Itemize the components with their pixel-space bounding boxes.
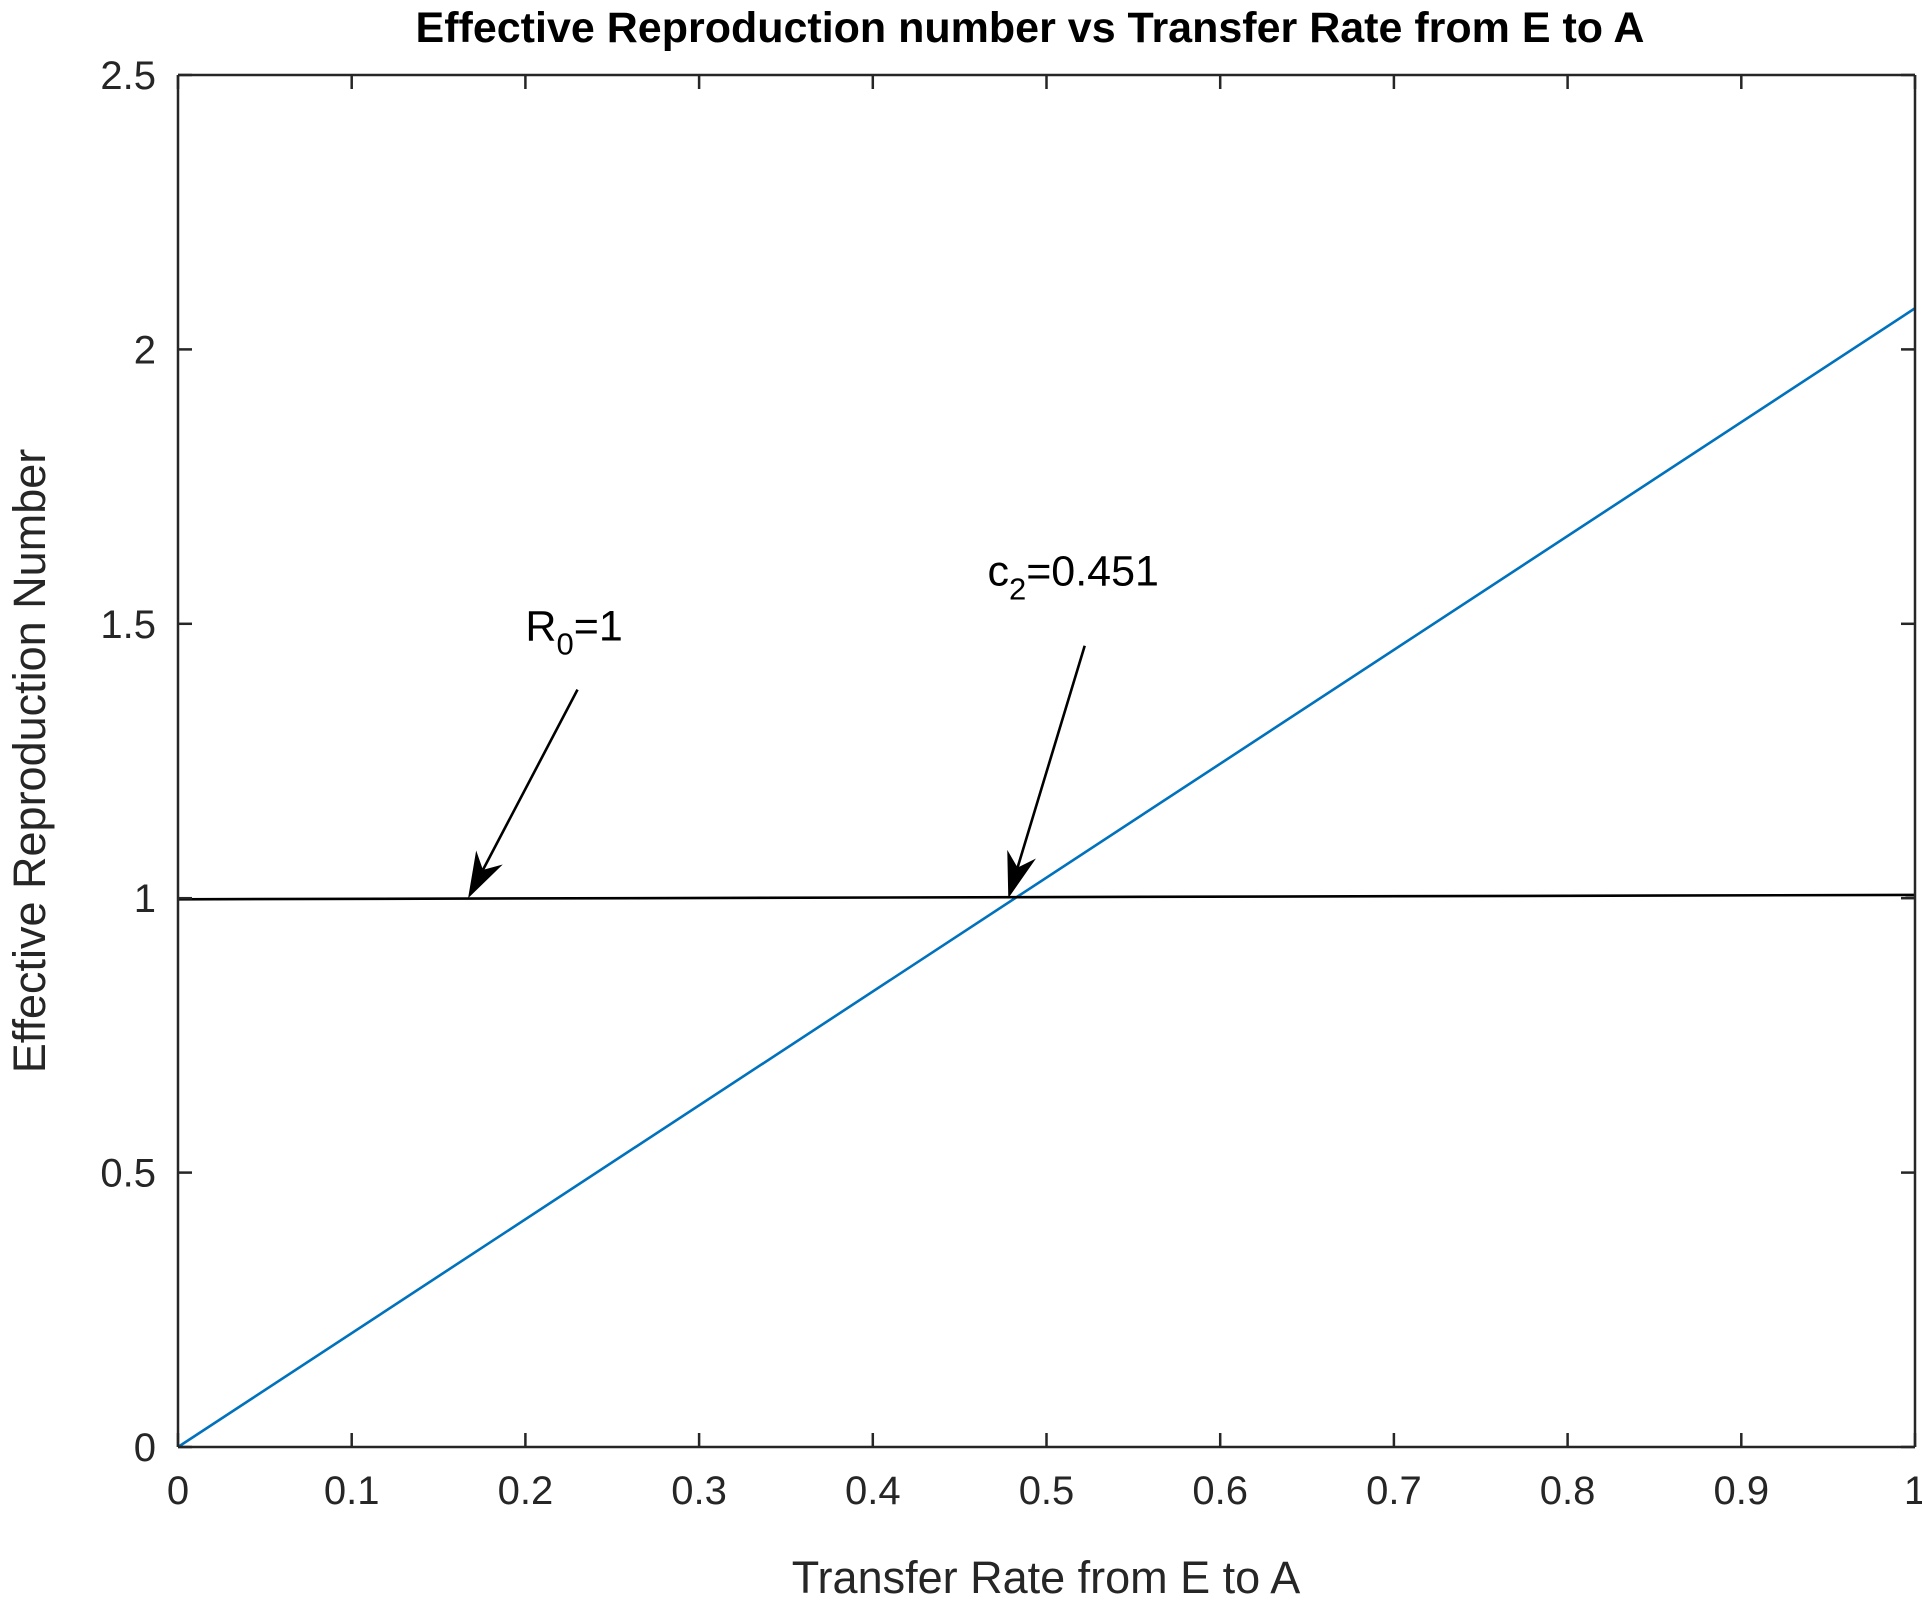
- x-tick-label: 0.2: [498, 1469, 554, 1513]
- y-tick-label: 1.5: [100, 603, 156, 647]
- plot-area: [178, 75, 1915, 1447]
- x-tick-label: 0: [167, 1469, 189, 1513]
- annotation-arrow-shaft-0: [481, 689, 579, 871]
- chart-title: Effective Reproduction number vs Transfe…: [416, 4, 1645, 52]
- x-tick-label: 0.1: [324, 1469, 380, 1513]
- annotation-label-0: R0=1: [525, 602, 622, 661]
- y-tick-label: 2: [134, 328, 156, 372]
- y-tick-label: 0.5: [100, 1152, 156, 1196]
- annotation-arrow-head-0: [468, 850, 503, 899]
- y-tick-label: 1: [134, 877, 156, 921]
- y-tick-label: 0: [134, 1426, 156, 1470]
- series-line-0: [177, 307, 1916, 1449]
- x-tick-label: 0.5: [1019, 1469, 1075, 1513]
- annotation-arrow-shaft-1: [1016, 645, 1086, 868]
- x-tick-label: 0.8: [1540, 1469, 1596, 1513]
- x-axis-label: Transfer Rate from E to A: [792, 1552, 1301, 1603]
- annotation-layer: R0=1 c2=0.451: [468, 547, 1159, 899]
- x-tick-label: 0.4: [845, 1469, 901, 1513]
- series-layer: [177, 307, 1916, 1449]
- y-axis-label: Effective Reproduction Number: [4, 449, 55, 1074]
- series-line-1: [177, 893, 1916, 901]
- x-tick-label: 1: [1904, 1469, 1922, 1513]
- x-tick-label: 0.9: [1713, 1469, 1769, 1513]
- x-tick-label: 0.7: [1366, 1469, 1422, 1513]
- annotation-label-1: c2=0.451: [987, 547, 1158, 606]
- x-tick-label: 0.3: [671, 1469, 727, 1513]
- tick-layer: 0 0.1 0.2 0.3 0.4 0.5 0.6 0.7 0.8 0.9 1 0 0.5 1 1.5 2 2.…: [100, 54, 1922, 1513]
- x-tick-label: 0.6: [1192, 1469, 1248, 1513]
- annotation-arrow-head-1: [1007, 849, 1036, 899]
- y-tick-label: 2.5: [100, 54, 156, 98]
